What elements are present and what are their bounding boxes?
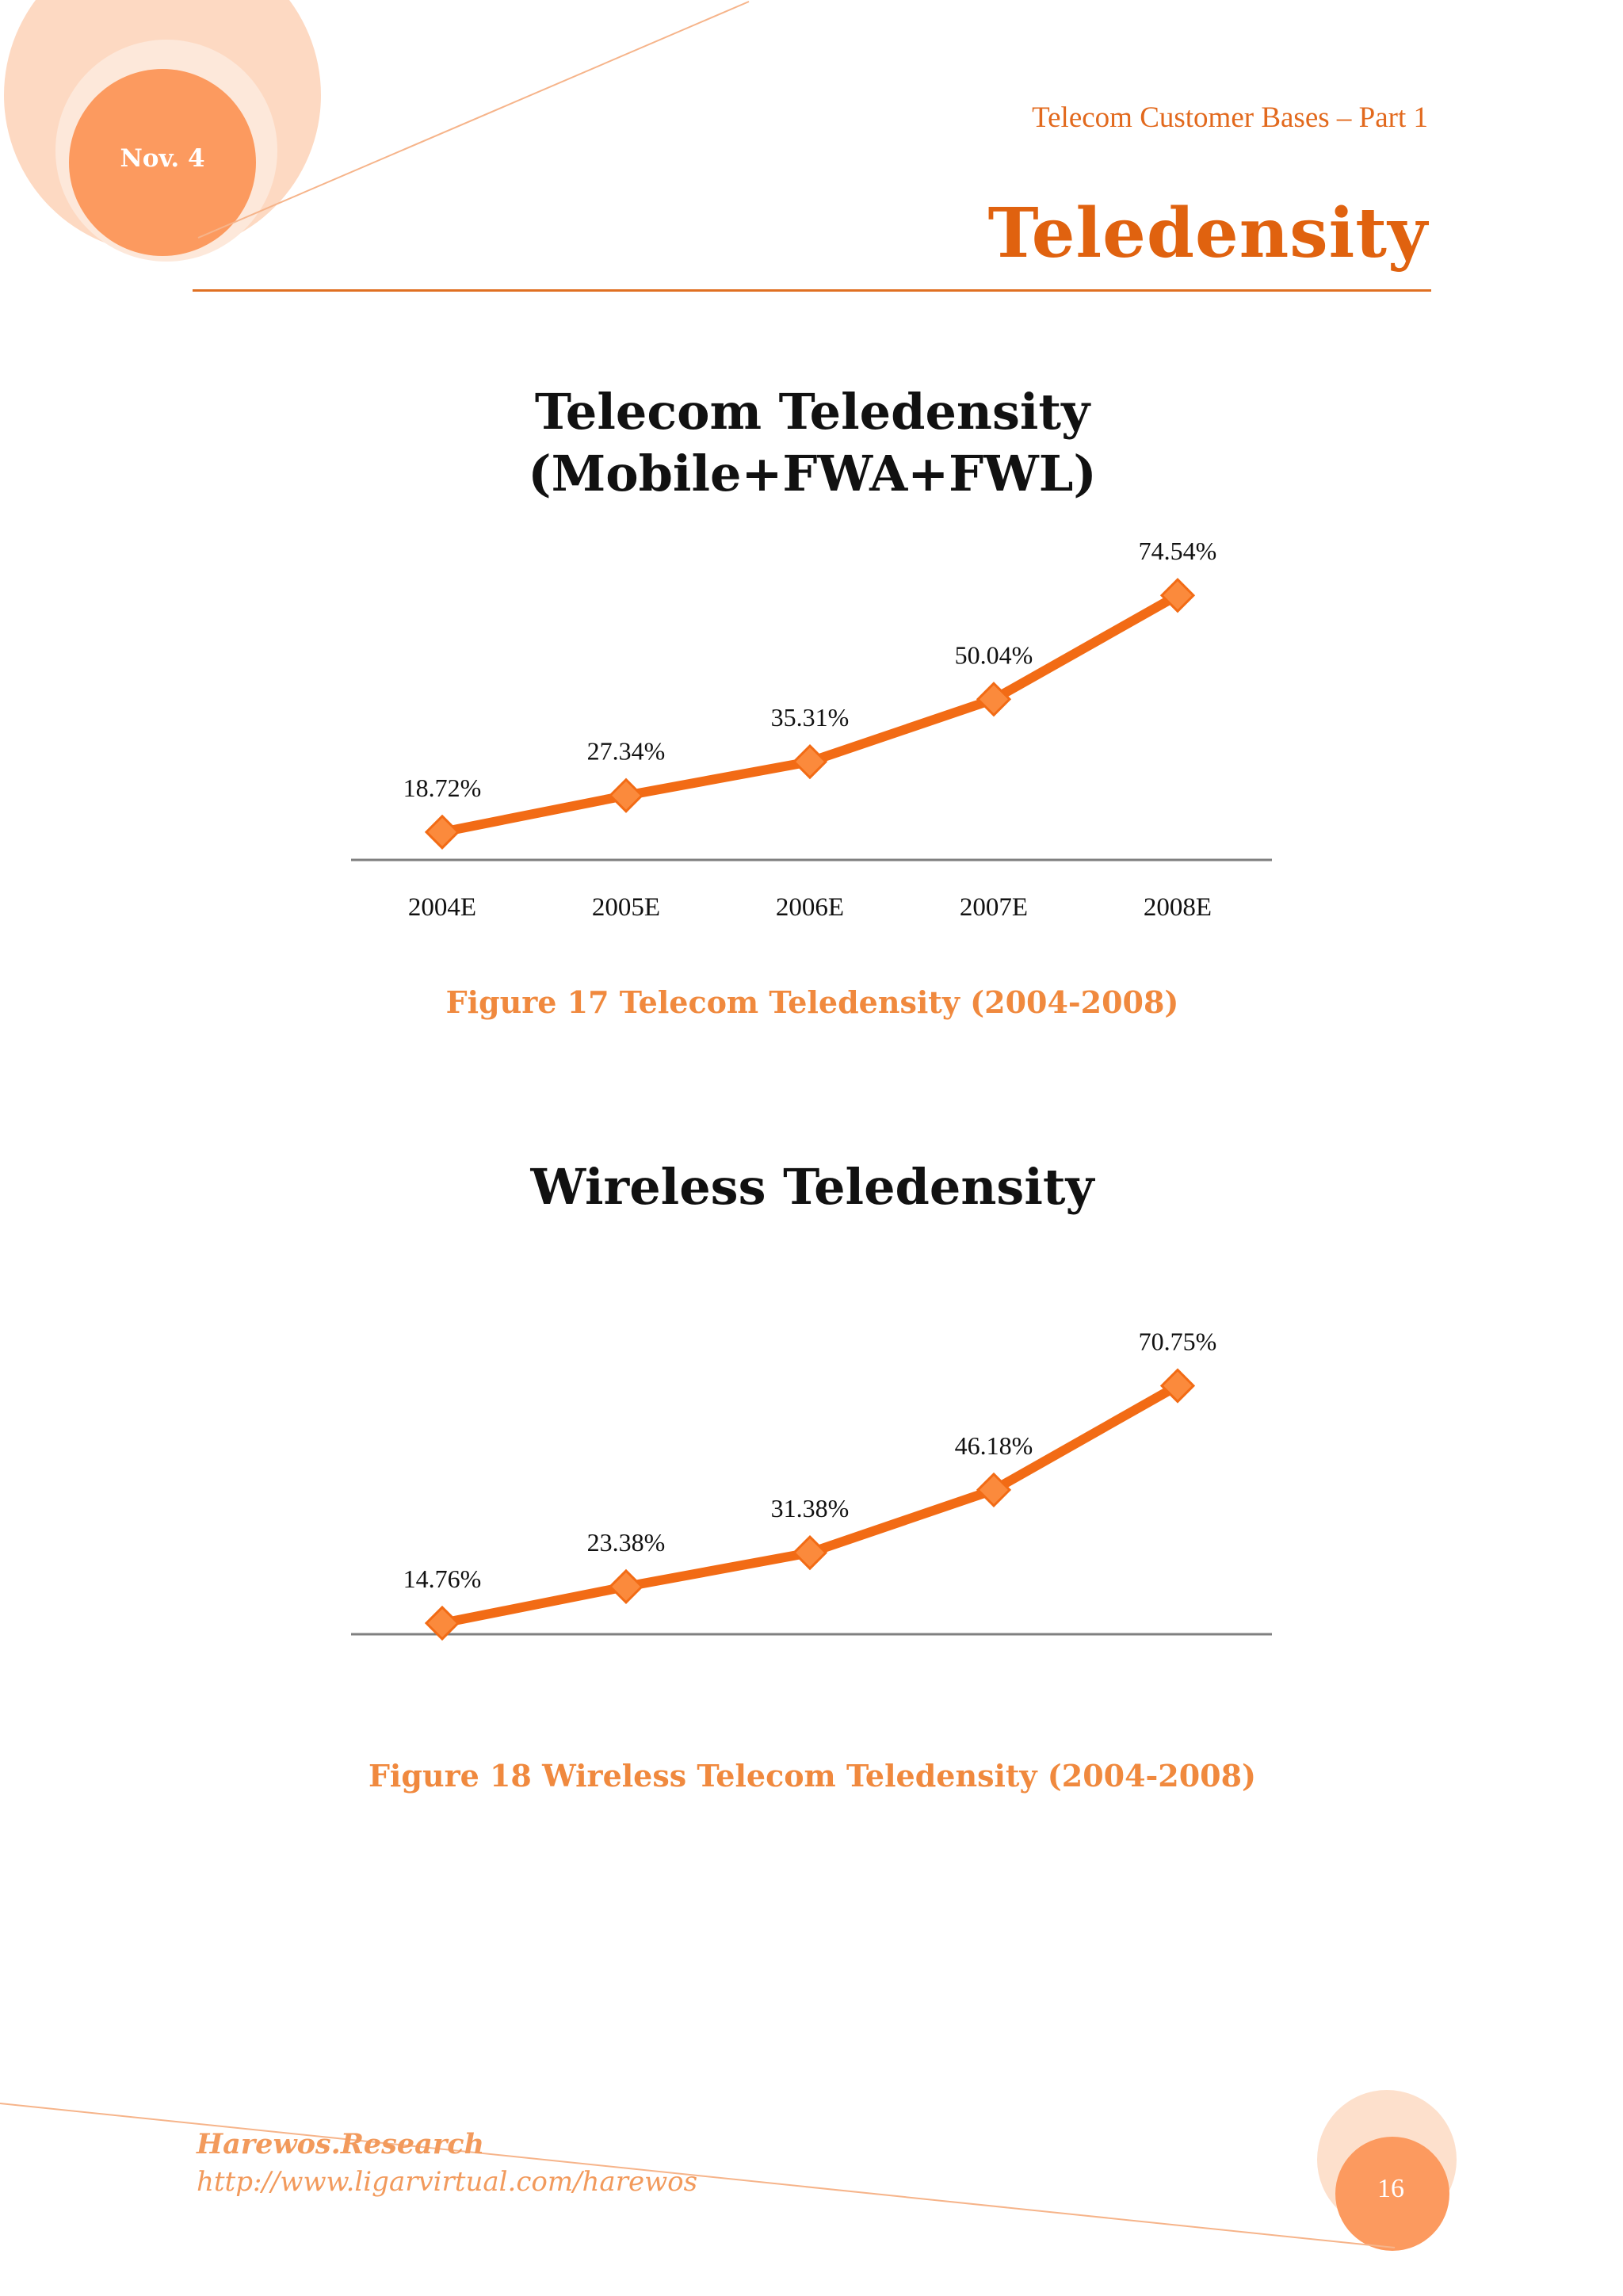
- footer-url[interactable]: http://www.ligarvirtual.com/harewos: [197, 2166, 697, 2198]
- data-label: 46.18%: [955, 1431, 1033, 1460]
- data-point: [794, 746, 826, 777]
- data-label: 23.38%: [587, 1528, 666, 1557]
- figure-caption: Figure 18 Wireless Telecom Teledensity (…: [258, 1758, 1367, 1794]
- data-label: 70.75%: [1139, 1327, 1217, 1355]
- data-point: [794, 1537, 826, 1568]
- data-label: 74.54%: [1139, 537, 1217, 565]
- chart-title: Wireless Teledensity: [416, 1156, 1209, 1218]
- running-header: Telecom Customer Bases – Part 1: [1032, 101, 1428, 135]
- header-divider: [193, 289, 1431, 292]
- data-point: [610, 780, 642, 812]
- figure-caption: Figure 17 Telecom Teledensity (2004-2008…: [258, 984, 1367, 1020]
- data-label: 35.31%: [771, 703, 850, 732]
- x-tick-label: 2004E: [408, 893, 476, 919]
- data-label: 31.38%: [771, 1494, 850, 1522]
- chart-title-line: Wireless Teledensity: [416, 1156, 1209, 1218]
- data-label: 18.72%: [403, 774, 482, 802]
- x-tick-label: 2006E: [776, 893, 844, 919]
- data-point: [610, 1571, 642, 1603]
- line-chart-wireless-teledensity: 14.76%2004E23.38%2005E31.38%2006E46.18%2…: [0, 1213, 1623, 1656]
- x-tick-label: 2005E: [592, 893, 660, 919]
- date-label: Nov. 4: [95, 144, 230, 173]
- section-title: Teledensity: [988, 193, 1428, 273]
- data-label: 50.04%: [955, 640, 1033, 669]
- data-point: [426, 816, 458, 848]
- x-tick-label: 2008E: [1144, 893, 1212, 919]
- chart-title-line: Telecom Teledensity: [416, 381, 1209, 443]
- data-label: 14.76%: [403, 1564, 482, 1593]
- data-label: 27.34%: [587, 737, 666, 766]
- line-chart-telecom-teledensity: 18.72% 2004E 27.34% 2005E 35.31% 2006E 50.04% 2…: [0, 476, 1623, 919]
- page-number: 16: [1347, 2174, 1434, 2204]
- footer-brand: Harewos.Research: [197, 2128, 484, 2160]
- x-tick-label: 2007E: [960, 893, 1028, 919]
